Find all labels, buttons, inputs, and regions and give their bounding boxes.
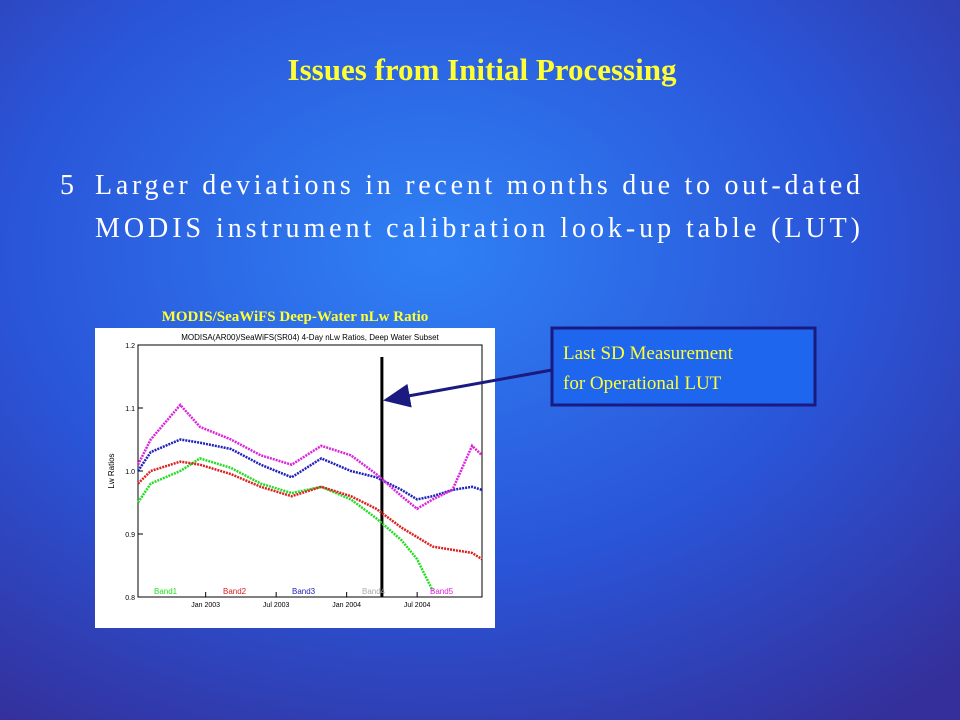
y-tick-label: 1.2 [125, 343, 135, 350]
slide-title: Issues from Initial Processing [288, 52, 677, 87]
plot-title: MODISA(AR00)/SeaWiFS(SR04) 4-Day nLw Rat… [181, 333, 439, 342]
bullet-line: Larger deviations in recent months due t… [95, 170, 860, 201]
bullet-marker: 5 [60, 170, 74, 201]
callout-text: Last SD Measurement [563, 343, 734, 364]
bullet-line: MODIS instrument calibration look-up tab… [95, 213, 860, 244]
x-tick-label: Jan 2004 [332, 602, 361, 609]
y-tick-label: 1.1 [125, 406, 135, 413]
series-line [136, 457, 434, 592]
x-tick-label: Jul 2004 [404, 602, 431, 609]
x-tick-label: Jul 2003 [263, 602, 290, 609]
chart-caption: MODIS/SeaWiFS Deep-Water nLw Ratio [162, 309, 429, 325]
legend-entry: Band1 [154, 587, 178, 596]
y-tick-label: 1.0 [125, 469, 135, 476]
callout-box [550, 326, 817, 407]
chart-panel [95, 328, 495, 628]
series-line [136, 438, 483, 501]
legend-entry: Band2 [223, 587, 247, 596]
callout-arrow [383, 368, 553, 408]
series-line [136, 403, 483, 511]
y-tick-label: 0.8 [125, 595, 135, 602]
callout-text: for Operational LUT [563, 373, 722, 394]
x-tick-label: Jan 2003 [191, 602, 220, 609]
y-tick-label: 0.9 [125, 532, 135, 539]
legend-entry: Band5 [430, 587, 454, 596]
y-axis-label: Lw Ratios [107, 453, 116, 488]
legend-entry: Band3 [292, 587, 316, 596]
legend-entry: Band4 [362, 587, 386, 596]
series-line [137, 460, 483, 561]
